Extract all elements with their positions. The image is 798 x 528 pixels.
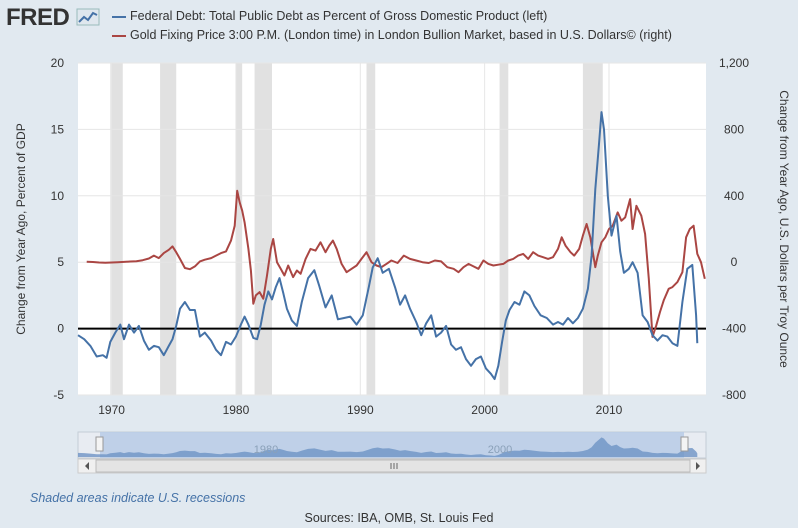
series xyxy=(77,111,706,381)
recession-bands xyxy=(110,63,603,395)
y2-tick-label: -800 xyxy=(722,388,746,402)
y-tick-label: 15 xyxy=(51,122,65,136)
navigator-tick-label: 2000 xyxy=(488,444,512,456)
recession-band xyxy=(254,63,272,395)
legend-swatch xyxy=(112,16,126,18)
legend-item-gold-price: Gold Fixing Price 3:00 P.M. (London time… xyxy=(112,28,672,42)
x-tick-label: 1980 xyxy=(223,403,250,417)
x-tick-label: 2000 xyxy=(471,403,498,417)
fred-chart-icon xyxy=(76,8,100,26)
y-tick-label: 5 xyxy=(57,255,64,269)
navigator-series xyxy=(78,437,698,457)
scroll-grip-icon xyxy=(390,463,398,469)
recession-band xyxy=(366,63,376,395)
series-line-federal-debt xyxy=(77,111,699,381)
y-tick-label: 10 xyxy=(51,189,65,203)
navigator-right-handle[interactable] xyxy=(680,436,689,452)
x-tick-label: 1970 xyxy=(98,403,125,417)
sources-text: Sources: IBA, OMB, St. Louis Fed xyxy=(304,511,494,525)
recession-band xyxy=(499,63,509,395)
recession-band xyxy=(235,63,243,395)
y2-tick-label: 0 xyxy=(731,255,738,269)
logo-text: FRED xyxy=(6,4,70,31)
legend-label: Federal Debt: Total Public Debt as Perce… xyxy=(130,9,548,23)
y-axis-right: -800 -400 0 400 800 1,200 xyxy=(719,56,749,402)
navigator[interactable]: 1980 2000 xyxy=(77,431,707,474)
y-tick-label: 20 xyxy=(51,56,65,70)
navigator-left-handle[interactable] xyxy=(95,436,104,452)
y2-tick-label: 1,200 xyxy=(719,56,749,70)
scroll-right-arrow-icon[interactable] xyxy=(696,462,700,470)
y2-tick-label: 400 xyxy=(724,189,744,203)
legend-label: Gold Fixing Price 3:00 P.M. (London time… xyxy=(130,28,672,42)
x-tick-label: 1990 xyxy=(347,403,374,417)
recession-band xyxy=(110,63,123,395)
y-tick-label: 0 xyxy=(57,322,64,336)
fred-logo[interactable]: FRED xyxy=(6,4,100,32)
recession-band xyxy=(160,63,177,395)
y2-axis-label: Change from Year Ago, U.S. Dollars per T… xyxy=(777,90,791,368)
recession-note: Shaded areas indicate U.S. recessions xyxy=(30,491,246,505)
x-tick-label: 2010 xyxy=(596,403,623,417)
y-axis-left: -5 0 5 10 15 20 xyxy=(51,56,65,402)
navigator-tick-label: 1980 xyxy=(254,444,278,456)
y-tick-label: -5 xyxy=(53,388,64,402)
y2-tick-label: -400 xyxy=(722,322,746,336)
y-axis-label: Change from Year Ago, Percent of GDP xyxy=(14,123,28,334)
x-axis: 1970 1980 1990 2000 2010 xyxy=(98,403,622,417)
legend-item-federal-debt: Federal Debt: Total Public Debt as Perce… xyxy=(112,9,548,23)
scrollbar-thumb[interactable] xyxy=(95,459,691,473)
legend-swatch xyxy=(112,35,126,37)
y2-tick-label: 800 xyxy=(724,122,744,136)
scroll-left-arrow-icon[interactable] xyxy=(85,462,89,470)
